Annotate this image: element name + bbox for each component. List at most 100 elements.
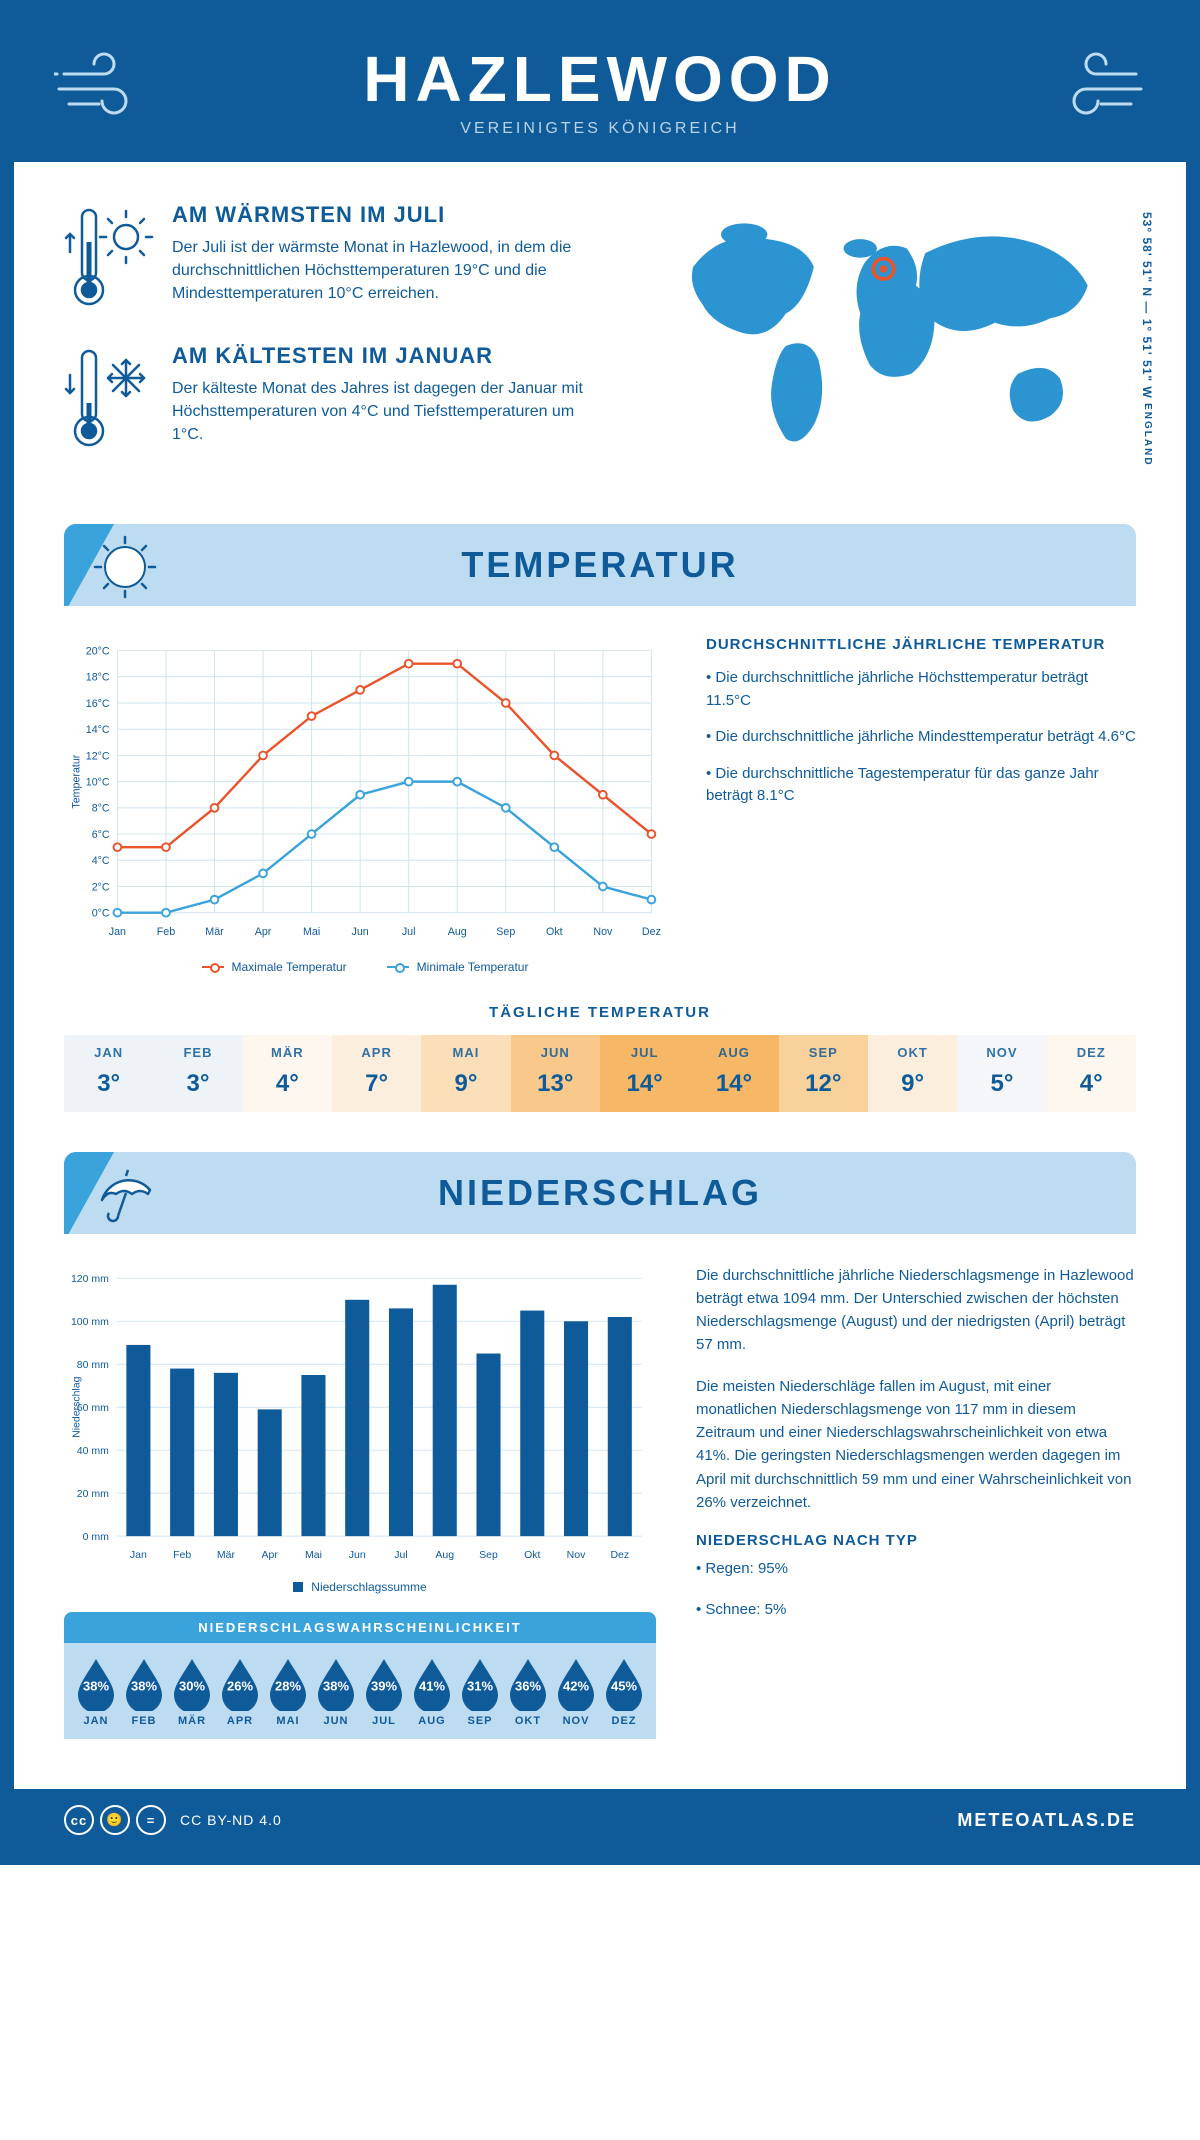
svg-text:Feb: Feb [173, 1549, 191, 1561]
page-title: HAZLEWOOD [54, 42, 1146, 116]
svg-text:6°C: 6°C [92, 829, 110, 841]
raindrop-icon: 38% [314, 1657, 358, 1711]
thermometer-cold-icon [64, 343, 154, 458]
prob-cell: 30% MÄR [170, 1657, 214, 1727]
by-icon: 🙂 [100, 1805, 130, 1835]
prob-cell: 28% MAI [266, 1657, 310, 1727]
svg-text:Mai: Mai [303, 926, 320, 938]
svg-text:Aug: Aug [435, 1549, 454, 1561]
daily-temp-cell: JUL14° [600, 1035, 689, 1112]
nd-icon: = [136, 1805, 166, 1835]
svg-text:Nov: Nov [567, 1549, 586, 1561]
raindrop-icon: 38% [122, 1657, 166, 1711]
svg-text:Aug: Aug [448, 926, 467, 938]
prob-cell: 39% JUL [362, 1657, 406, 1727]
svg-text:Jul: Jul [402, 926, 416, 938]
sun-icon [90, 532, 160, 606]
warmest-text: Der Juli ist der wärmste Monat in Hazlew… [172, 236, 610, 306]
daily-temp-cell: NOV5° [957, 1035, 1046, 1112]
svg-text:16°C: 16°C [86, 698, 110, 710]
svg-text:18°C: 18°C [86, 672, 110, 684]
svg-text:Jul: Jul [394, 1549, 407, 1561]
svg-text:Sep: Sep [479, 1549, 498, 1561]
prob-cell: 36% OKT [506, 1657, 550, 1727]
page-subtitle: VEREINIGTES KÖNIGREICH [54, 120, 1146, 138]
svg-text:10°C: 10°C [86, 777, 110, 789]
umbrella-icon [90, 1160, 160, 1234]
daily-temp-cell: SEP12° [779, 1035, 868, 1112]
header: HAZLEWOOD VEREINIGTES KÖNIGREICH [14, 14, 1186, 162]
svg-text:Mär: Mär [217, 1549, 236, 1561]
license-text: CC BY-ND 4.0 [180, 1812, 282, 1828]
coldest-title: AM KÄLTESTEN IM JANUAR [172, 343, 610, 369]
raindrop-icon: 28% [266, 1657, 310, 1711]
raindrop-icon: 41% [410, 1657, 454, 1711]
svg-text:Nov: Nov [593, 926, 613, 938]
precip-probability-box: NIEDERSCHLAGSWAHRSCHEINLICHKEIT 38% JAN … [64, 1612, 656, 1739]
raindrop-icon: 42% [554, 1657, 598, 1711]
svg-text:Okt: Okt [546, 926, 563, 938]
overview: AM WÄRMSTEN IM JULI Der Juli ist der wär… [64, 202, 1136, 484]
svg-text:0°C: 0°C [92, 908, 110, 920]
cc-icons: cc 🙂 = [64, 1805, 166, 1835]
warmest-title: AM WÄRMSTEN IM JULI [172, 202, 610, 228]
prob-cell: 41% AUG [410, 1657, 454, 1727]
svg-text:Apr: Apr [262, 1549, 279, 1561]
daily-temp-title: TÄGLICHE TEMPERATUR [64, 1004, 1136, 1021]
svg-text:Jan: Jan [109, 926, 126, 938]
daily-temp-cell: DEZ4° [1047, 1035, 1136, 1112]
svg-text:Jan: Jan [130, 1549, 147, 1561]
svg-text:Temperatur: Temperatur [71, 754, 83, 808]
coldest-text: Der kälteste Monat des Jahres ist dagege… [172, 377, 610, 447]
prob-cell: 26% APR [218, 1657, 262, 1727]
coords-line: 53° 58' 51" N — 1° 51' 51" W [1140, 212, 1154, 399]
svg-text:100 mm: 100 mm [71, 1316, 109, 1328]
svg-text:Mär: Mär [205, 926, 224, 938]
svg-text:12°C: 12°C [86, 750, 110, 762]
raindrop-icon: 38% [74, 1657, 118, 1711]
svg-text:120 mm: 120 mm [71, 1273, 109, 1285]
cc-icon: cc [64, 1805, 94, 1835]
svg-text:80 mm: 80 mm [77, 1359, 109, 1371]
daily-temp-cell: AUG14° [689, 1035, 778, 1112]
prob-cell: 38% FEB [122, 1657, 166, 1727]
raindrop-icon: 45% [602, 1657, 646, 1711]
precip-section-header: NIEDERSCHLAG [64, 1152, 1136, 1234]
daily-temp-cell: FEB3° [153, 1035, 242, 1112]
svg-text:Apr: Apr [255, 926, 272, 938]
svg-text:4°C: 4°C [92, 855, 110, 867]
svg-text:Sep: Sep [496, 926, 515, 938]
prob-cell: 38% JUN [314, 1657, 358, 1727]
wind-icon [54, 44, 174, 129]
prob-cell: 31% SEP [458, 1657, 502, 1727]
section-title: NIEDERSCHLAG [94, 1172, 1106, 1214]
legend-min: Minimale Temperatur [387, 960, 529, 974]
svg-text:Niederschlag: Niederschlag [70, 1376, 82, 1437]
raindrop-icon: 39% [362, 1657, 406, 1711]
coldest-block: AM KÄLTESTEN IM JANUAR Der kälteste Mona… [64, 343, 610, 458]
site-name: METEOATLAS.DE [957, 1810, 1136, 1831]
svg-text:20 mm: 20 mm [77, 1488, 109, 1500]
prob-cell: 38% JAN [74, 1657, 118, 1727]
warmest-block: AM WÄRMSTEN IM JULI Der Juli ist der wär… [64, 202, 610, 317]
raindrop-icon: 36% [506, 1657, 550, 1711]
daily-temp-cell: JUN13° [511, 1035, 600, 1112]
prob-cell: 42% NOV [554, 1657, 598, 1727]
svg-text:Dez: Dez [642, 926, 661, 938]
temperature-section-header: TEMPERATUR [64, 524, 1136, 606]
daily-temp-cell: JAN3° [64, 1035, 153, 1112]
world-map: 53° 58' 51" N — 1° 51' 51" W ENGLAND [640, 202, 1136, 484]
raindrop-icon: 31% [458, 1657, 502, 1711]
prob-cell: 45% DEZ [602, 1657, 646, 1727]
daily-temp-cell: MÄR4° [243, 1035, 332, 1112]
svg-text:Jun: Jun [352, 926, 369, 938]
thermometer-hot-icon [64, 202, 154, 317]
svg-text:Okt: Okt [524, 1549, 540, 1561]
temperature-line-chart: 0°C2°C4°C6°C8°C10°C12°C14°C16°C18°C20°CJ… [64, 636, 666, 974]
svg-text:Jun: Jun [349, 1549, 366, 1561]
svg-text:40 mm: 40 mm [77, 1445, 109, 1457]
svg-text:8°C: 8°C [92, 803, 110, 815]
daily-temp-table: JAN3°FEB3°MÄR4°APR7°MAI9°JUN13°JUL14°AUG… [64, 1035, 1136, 1112]
svg-text:0 mm: 0 mm [83, 1531, 110, 1543]
section-title: TEMPERATUR [94, 544, 1106, 586]
